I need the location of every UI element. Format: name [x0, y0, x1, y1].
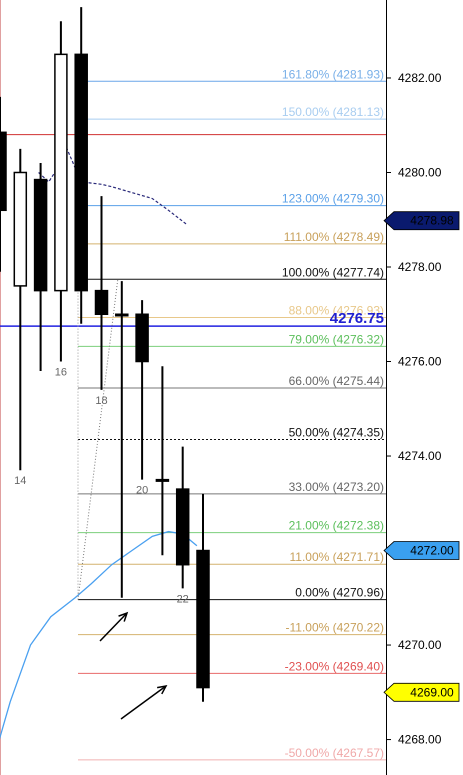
price-marker-2: 4269.00	[383, 682, 460, 702]
fib-label-8: 50.00% (4274.35)	[289, 425, 384, 439]
fib-label-5: 88.00% (4276.93)	[289, 304, 384, 318]
fib-labels-layer: 161.80% (4281.93) 150.00% (4281.13) 123.00…	[282, 67, 384, 760]
price-marker-0: 4278.98	[383, 211, 460, 231]
bar-number-2: 18	[95, 395, 107, 407]
fib-label-3: 111.00% (4278.49)	[284, 230, 384, 244]
y-tick-label-4: 4274.00	[398, 449, 442, 463]
fib-label-14: -23.00% (4269.40)	[285, 659, 384, 673]
candles-layer	[0, 7, 210, 702]
moving-average-light-line	[0, 530, 198, 740]
candle-6	[115, 281, 129, 598]
candle-0	[0, 96, 7, 272]
fib-lines-layer	[78, 80, 386, 761]
fib-label-7: 66.00% (4275.44)	[289, 374, 384, 388]
bar-number-3: 20	[136, 485, 148, 497]
fib-label-9: 33.00% (4273.20)	[289, 480, 384, 494]
fib-label-6: 79.00% (4276.32)	[289, 332, 384, 346]
candle-1	[13, 148, 28, 471]
bar-number-1: 16	[55, 367, 67, 379]
candle-5	[94, 196, 109, 390]
price-axis[interactable]: 4282.00 4280.00 4278.00 4276.00 4274.00 4272.…	[386, 0, 463, 775]
moving-average-dark-line	[38, 147, 188, 225]
candle-10	[196, 493, 210, 702]
fib-label-15: -50.00% (4267.57)	[285, 746, 384, 760]
y-tick-label-7: 4268.00	[398, 733, 442, 747]
fib-label-4: 100.00% (4277.74)	[282, 265, 384, 279]
candle-2	[33, 163, 48, 371]
price-marker-label-2: 4269.00	[410, 685, 454, 699]
price-marker-label-1: 4272.00	[410, 544, 454, 558]
candle-8	[155, 366, 170, 556]
y-tick-label-3: 4276.00	[398, 355, 442, 369]
candle-9	[175, 446, 190, 589]
y-tick-label-6: 4270.00	[398, 638, 442, 652]
arrow-annotation-2	[120, 684, 168, 720]
bar-number-4: 22	[177, 593, 189, 605]
highlight-price-label: 4276.75	[330, 310, 384, 327]
fib-label-13: -11.00% (4270.22)	[285, 621, 384, 635]
y-tick-label-0: 4282.00	[398, 71, 442, 85]
fib-label-10: 21.00% (4272.38)	[289, 519, 384, 533]
fib-label-0: 161.80% (4281.93)	[282, 67, 384, 81]
candle-4	[74, 7, 88, 324]
moving-average-light-layer	[0, 530, 198, 740]
fib-label-1: 150.00% (4281.13)	[282, 105, 384, 119]
drawing-tools-layer	[77, 279, 168, 720]
arrow-annotation-1	[99, 611, 129, 642]
candle-3	[54, 21, 68, 362]
price-axis-background	[386, 0, 463, 775]
fib-label-12: 0.00% (4270.96)	[295, 586, 384, 600]
bar-number-0: 14	[14, 475, 26, 487]
price-marker-1: 4272.00	[383, 541, 460, 560]
candle-7	[135, 300, 149, 480]
y-tick-label-2: 4278.00	[398, 260, 442, 274]
price-marker-label-0: 4278.98	[410, 214, 454, 228]
y-tick-label-1: 4280.00	[398, 165, 442, 179]
price-markers-layer: 4278.98 4272.00 4269.00	[383, 211, 460, 702]
fib-label-2: 123.00% (4279.30)	[282, 192, 384, 206]
fib-label-11: 11.00% (4271.71)	[289, 550, 384, 564]
bar-number-labels-layer: 14 16 18 20 22	[14, 367, 189, 606]
moving-average-dark-layer	[38, 147, 188, 225]
